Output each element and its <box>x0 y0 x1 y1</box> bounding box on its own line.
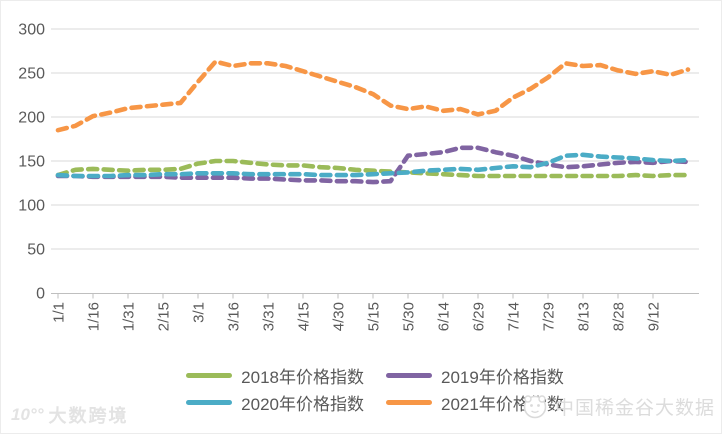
y-axis-label: 300 <box>18 22 45 39</box>
watermark-left-text: 大数跨境 <box>48 406 129 426</box>
legend-label: 2018年价格指数 <box>241 367 364 387</box>
y-axis-label: 200 <box>18 110 45 127</box>
legend-label: 2020年价格指数 <box>241 394 364 414</box>
series-line-2019 <box>55 145 691 185</box>
watermark-right-text: 中国稀金谷大数据 <box>554 397 715 419</box>
x-axis-label: 8/13 <box>576 302 593 331</box>
y-axis-label: 250 <box>18 66 45 83</box>
x-axis-label: 1/1 <box>51 302 68 323</box>
price-index-line-chart: 0 50 100 150 200 250 300 1/1 1/16 1/31 2/15 3/1 3/16… <box>18 22 699 331</box>
x-axis-label: 5/30 <box>401 302 418 331</box>
y-axis-label: 150 <box>18 154 45 171</box>
x-axis-label: 6/14 <box>436 302 453 331</box>
legend-marker-icon <box>386 372 432 378</box>
series-line-2021 <box>55 59 691 133</box>
x-axis-label: 4/30 <box>331 302 348 331</box>
watermark-mascot-icon <box>523 395 547 419</box>
x-axis-label: 3/31 <box>261 302 278 331</box>
y-axis-label: 0 <box>36 286 45 303</box>
legend-marker-icon <box>186 399 233 405</box>
x-axis-label: 7/14 <box>506 302 523 331</box>
legend-item-2019: 2019年价格指数 <box>386 363 564 387</box>
series-line-2020 <box>55 152 691 179</box>
legend-item-2020: 2020年价格指数 <box>186 390 364 414</box>
x-axis-label: 8/28 <box>611 302 628 331</box>
legend-marker-icon <box>186 372 233 378</box>
legend-label: 2019年价格指数 <box>441 367 564 387</box>
x-axis-label: 9/12 <box>646 302 663 331</box>
y-axis-label: 100 <box>18 198 45 215</box>
watermark-left: 10°° 大数跨境 <box>11 402 129 428</box>
x-axis-label: 3/16 <box>226 302 243 331</box>
x-axis-label: 5/15 <box>366 302 383 331</box>
x-axis-label: 2/15 <box>156 302 173 331</box>
watermark-left-logo-icon: 10°° <box>11 405 44 424</box>
watermark-right: 中国稀金谷大数据 <box>521 392 715 420</box>
y-axis-label: 50 <box>27 242 45 259</box>
x-axis-label: 1/31 <box>121 302 138 331</box>
x-axis-label: 3/1 <box>191 302 208 323</box>
x-axis-label: 6/29 <box>471 302 488 331</box>
x-axis-label: 4/15 <box>296 302 313 331</box>
x-axis-label: 7/29 <box>541 302 558 331</box>
x-axis-label: 1/16 <box>86 302 103 331</box>
legend-marker-icon <box>386 399 432 405</box>
series-line-2018 <box>55 158 691 179</box>
legend-item-2018: 2018年价格指数 <box>186 363 364 387</box>
